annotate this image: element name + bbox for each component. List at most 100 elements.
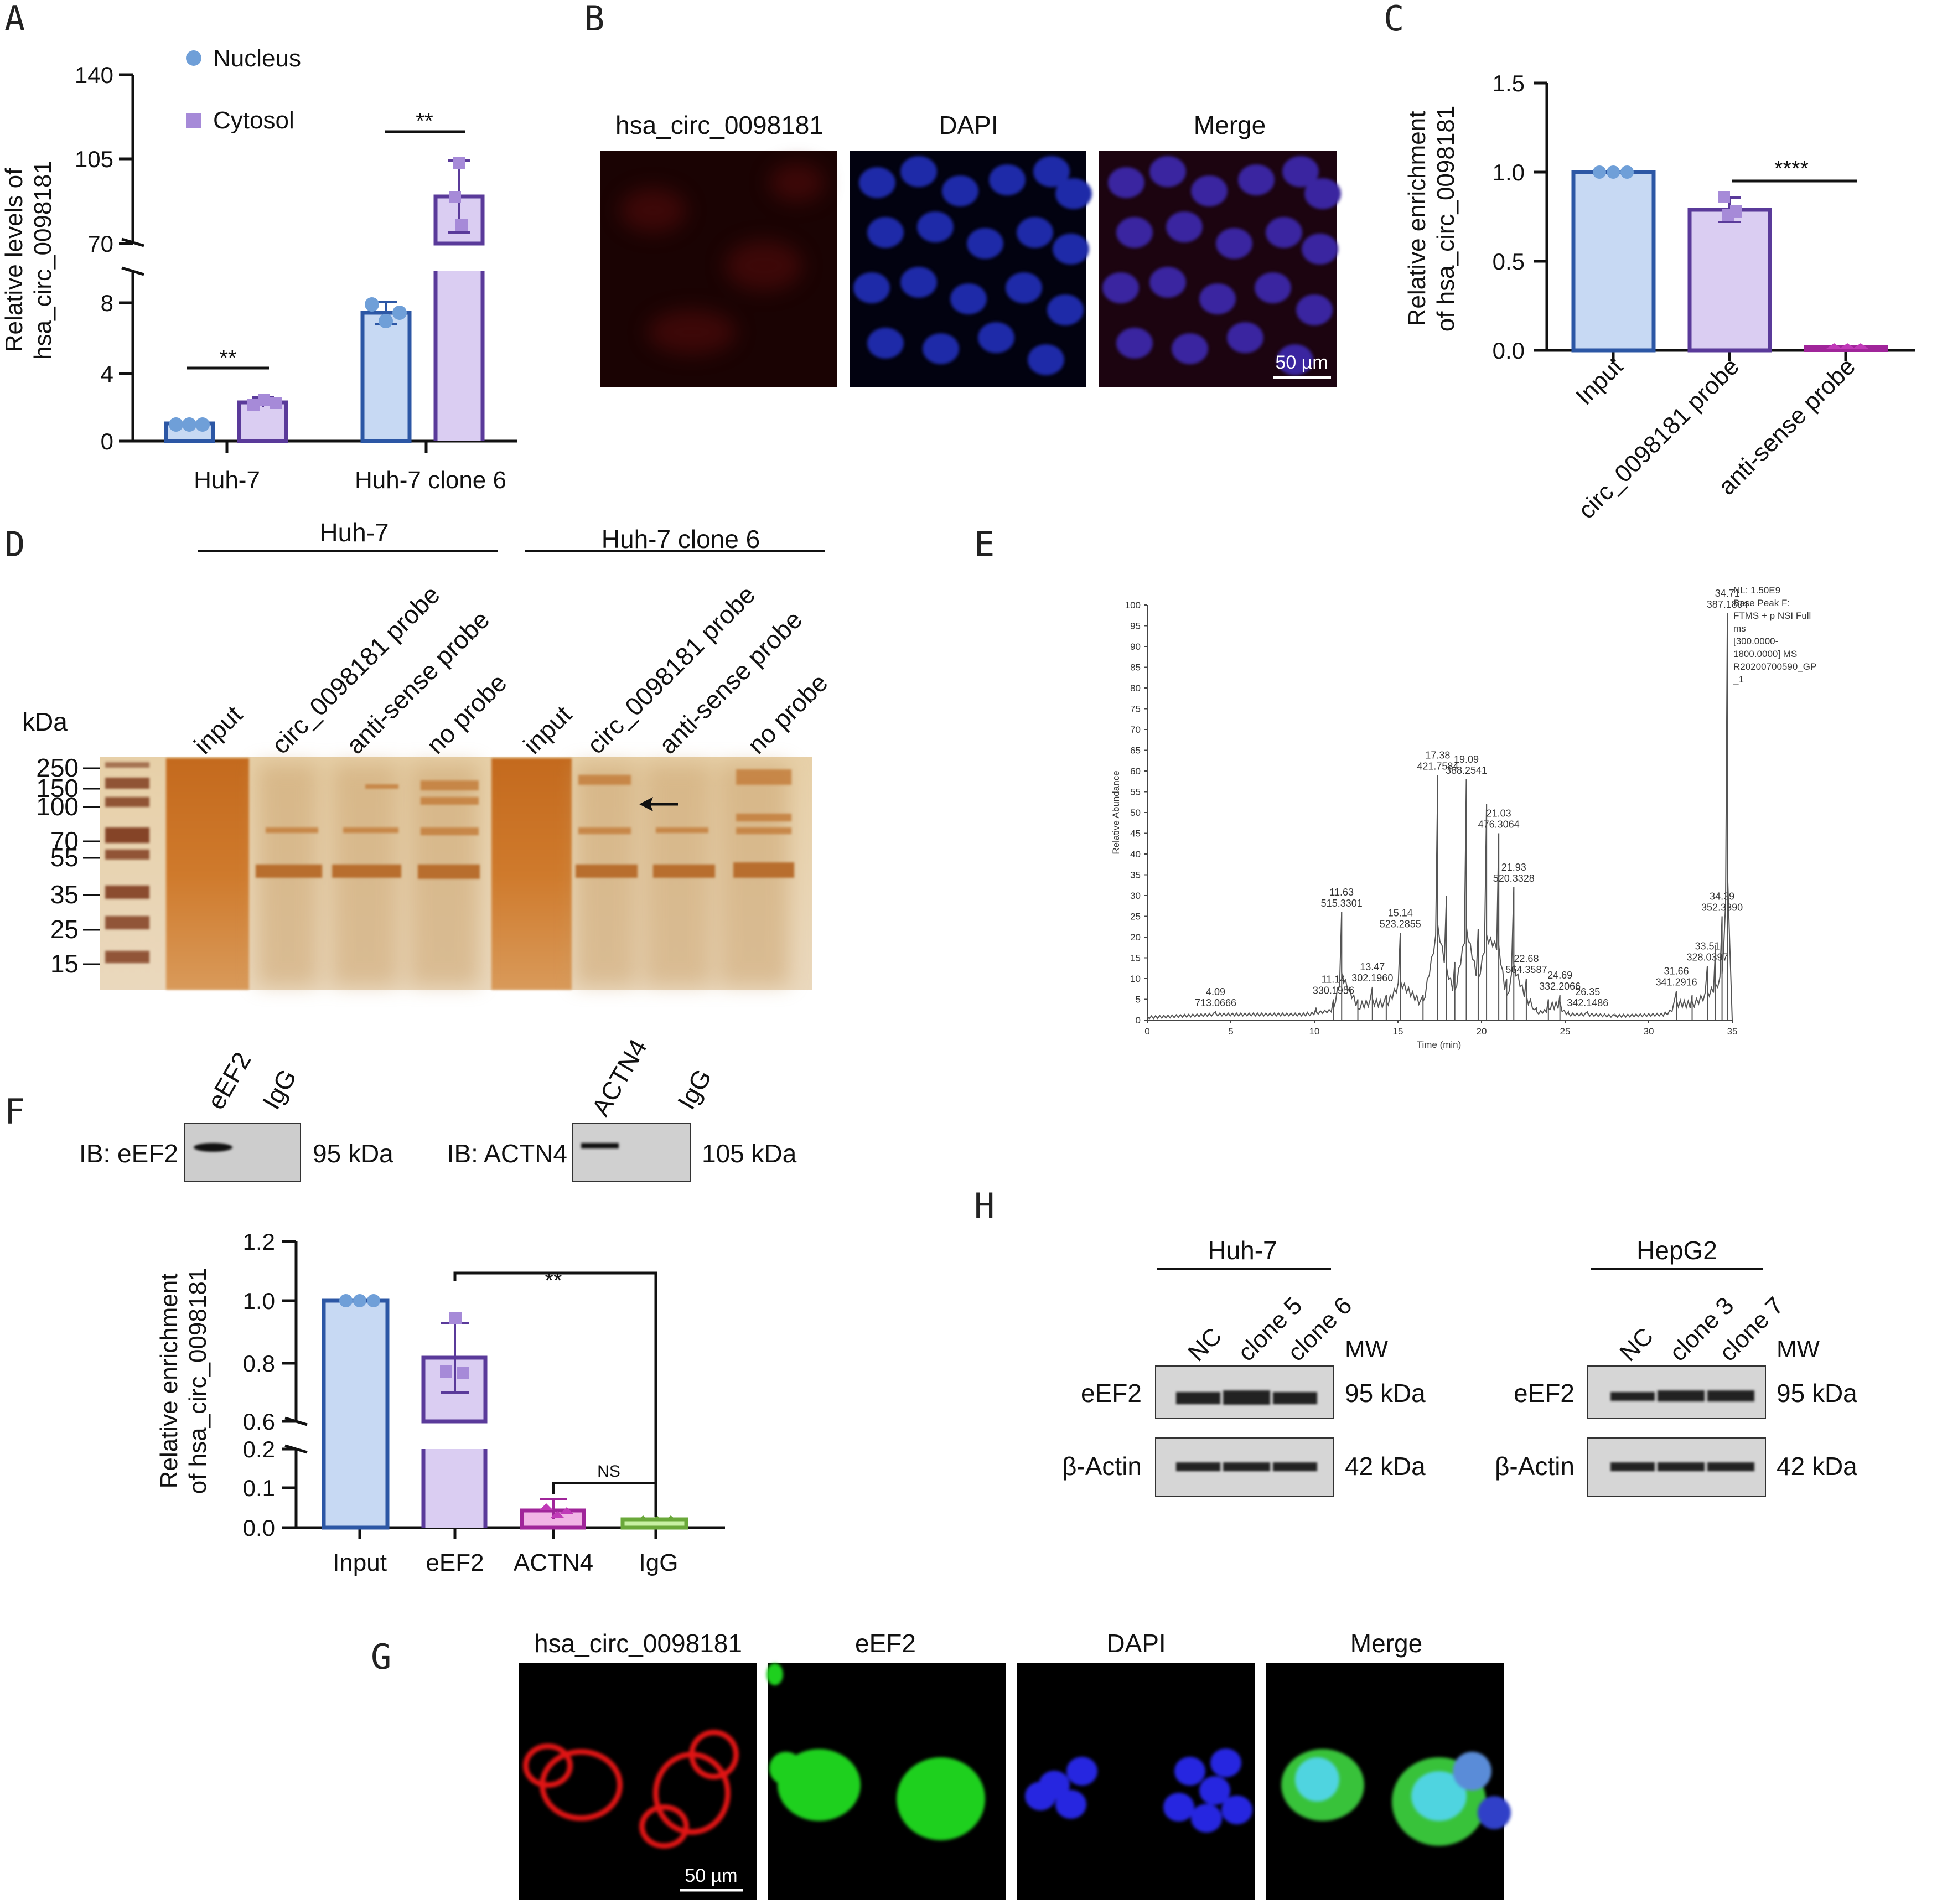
bar-f-input (322, 1298, 390, 1530)
panel-e-peak-label-mz: 388.2541 (1446, 765, 1487, 776)
panel-f-tick-0.0: 0.0 (243, 1515, 275, 1541)
panel-c-tick-0.0: 0.0 (1493, 338, 1525, 364)
panel-c-xlabel-input: Input (1571, 353, 1628, 410)
panel-e-xtick: 5 (1228, 1026, 1233, 1037)
panel-e-peak-label-time: 11.63 (1329, 887, 1354, 898)
panel-e-peak-label-mz: 564.3587 (1505, 964, 1547, 975)
panel-e-xtick: 0 (1144, 1026, 1149, 1037)
panel-e-peak-label-mz: 520.3328 (1493, 873, 1535, 884)
panel-e-peak-label-mz: 332.2066 (1539, 981, 1581, 992)
panel-e-peak-label-time: 11.14 (1322, 974, 1346, 985)
panel-e-peak-label-mz: 302.1960 (1351, 972, 1393, 984)
panel-h-mw-header-2: MW (1777, 1336, 1820, 1363)
panel-a-xlabel-clone6: Huh-7 clone 6 (355, 467, 506, 494)
panel-e-ytick: 95 (1130, 621, 1141, 632)
panel-a-ylabel-1: Relative levels of (1, 168, 28, 352)
panel-h-row-actin-1: β-Actin (1062, 1452, 1142, 1481)
nucleus-cell (859, 167, 895, 198)
panel-f-ib-eef2: IB: eEF2 (79, 1139, 178, 1168)
nucleus-cell (1282, 156, 1319, 187)
panel-d-marker-label: 35 (50, 880, 79, 909)
panel-f-xlabel-input: Input (333, 1549, 387, 1576)
panel-f-xlabel-actn4: ACTN4 (514, 1549, 593, 1576)
panel-h-western: Huh-7 HepG2 NC clone 5 clone 6 NC clone … (1062, 1236, 1857, 1497)
panel-e-xtick: 10 (1309, 1026, 1320, 1037)
panel-h-mw-eef2-1: 95 kDa (1345, 1379, 1426, 1408)
panel-f-ib-actn4: IB: ACTN4 (447, 1139, 567, 1168)
panel-label-e: E (974, 524, 995, 565)
panel-e-peak-label-mz: 352.3390 (1701, 902, 1743, 913)
nucleus-cell (1163, 1793, 1194, 1822)
panel-label-f: F (4, 1091, 25, 1132)
panel-e-peak-label-mz: 387.1804 (1707, 599, 1748, 610)
panel-f-xlabel-eef2: eEF2 (426, 1549, 484, 1576)
panel-e-peak-label-time: 21.03 (1487, 808, 1511, 819)
nucleus-cell (867, 217, 904, 248)
nucleus-cell (1172, 333, 1208, 364)
panel-e-ytick: 45 (1130, 829, 1141, 839)
nucleus-cell (1191, 175, 1228, 206)
panel-f-lane-eef2: eEF2 (201, 1047, 257, 1114)
nucleus-cell (1017, 217, 1053, 248)
panel-e-ytick: 90 (1130, 641, 1141, 652)
bar-clone6-cytosol (436, 271, 483, 441)
panel-c-tick-0.5: 0.5 (1493, 249, 1525, 275)
panel-d-marker-label: 150 (36, 774, 79, 803)
panel-e-peak-label-time: 31.66 (1664, 966, 1689, 977)
panel-e-peak-label-time: 34.39 (1710, 891, 1734, 902)
nucleus-cell (1302, 234, 1338, 265)
panel-h-row-eef2-1: eEF2 (1081, 1379, 1142, 1408)
nucleus-cell (1199, 1776, 1230, 1805)
panel-e-info-line: NL: 1.50E9 (1733, 585, 1780, 596)
panel-d-lane-label: no probe (742, 668, 833, 759)
panel-e-peak-label-time: 21.93 (1501, 862, 1526, 873)
panel-f-blot-eef2 (184, 1123, 301, 1182)
panel-d-marker-label: 100 (36, 792, 79, 821)
panel-e-ytick: 100 (1125, 600, 1141, 610)
panel-f-sig: ** (545, 1269, 562, 1293)
panel-f-lane-igg2: IgG (672, 1064, 717, 1114)
panel-h-group-hepg2: HepG2 (1636, 1236, 1717, 1265)
panel-d-lane-label: input (188, 700, 247, 759)
panel-e-peak-label-time: 24.69 (1547, 970, 1572, 981)
panel-e-info-line: R20200700590_GP (1733, 661, 1816, 672)
nucleus-cell (1033, 156, 1070, 187)
panel-f-tick-0.8: 0.8 (243, 1351, 275, 1377)
panel-c-ylabel-1: Relative enrichment (1403, 111, 1431, 327)
panel-h-mw-actin-1: 42 kDa (1345, 1452, 1426, 1481)
nucleus-cell (1216, 228, 1252, 259)
panel-a-sig-huh7: ** (219, 346, 236, 370)
panel-a-sig-clone6: ** (416, 109, 433, 133)
panel-f-tick-1.2: 1.2 (243, 1229, 275, 1255)
panel-f-tick-0.2: 0.2 (243, 1436, 275, 1462)
panel-label-h: H (974, 1186, 995, 1226)
panel-h-mw-header-1: MW (1345, 1336, 1389, 1363)
panel-g-scalebar-label: 50 µm (685, 1865, 737, 1886)
nucleus-cell (853, 272, 890, 303)
panel-e-peak-label-mz: 476.3064 (1478, 819, 1520, 830)
panel-g-images: hsa_circ_0098181 eEF2 DAPI Merge 50 (519, 1629, 1511, 1900)
panel-e-ytick: 5 (1136, 995, 1141, 1005)
nucleus-cell (1255, 272, 1291, 303)
panel-b-title-merge: Merge (1194, 111, 1266, 139)
panel-e-peak-label-time: 34.71 (1715, 588, 1740, 599)
panel-e-ytick: 80 (1130, 683, 1141, 694)
nucleus-cell (1116, 328, 1153, 359)
nucleus-cell (978, 322, 1014, 353)
nucleus-cell (1221, 1796, 1252, 1824)
panel-e-info-line: _1 (1733, 674, 1744, 685)
panel-f-ns: NS (597, 1462, 620, 1481)
nucleus-cell (1066, 1757, 1097, 1786)
panel-e-peak-label-time: 26.35 (1575, 986, 1600, 997)
panel-c-tick-1.5: 1.5 (1493, 70, 1525, 96)
bar-clone6-nucleus (360, 311, 412, 443)
nucleus-cell (1199, 283, 1236, 314)
panel-e-xtick: 15 (1393, 1026, 1403, 1037)
panel-e-peak-label-time: 4.09 (1206, 986, 1225, 997)
panel-e-ytick: 60 (1130, 766, 1141, 777)
panel-e-info-line: Base Peak F: (1733, 598, 1790, 608)
nucleus-cell (1191, 1804, 1222, 1833)
nucleus-cell (1296, 294, 1333, 325)
panel-e-ytick: 10 (1130, 974, 1141, 984)
legend-nucleus-marker (186, 50, 201, 66)
